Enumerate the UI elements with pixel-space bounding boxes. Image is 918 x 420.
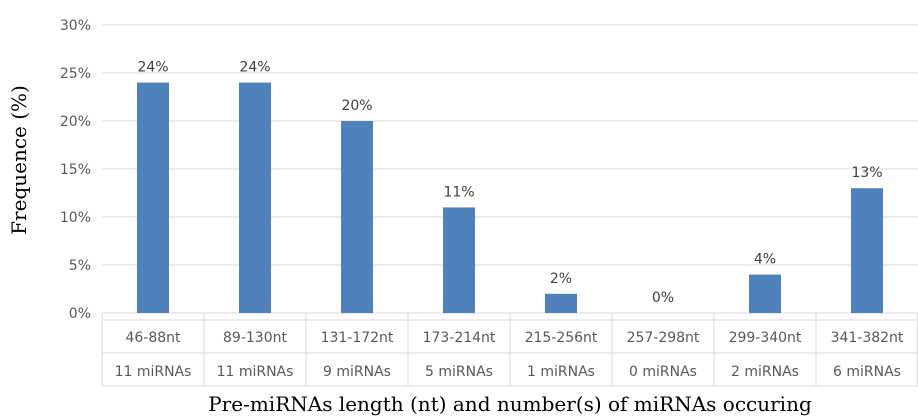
bar (545, 293, 577, 313)
data-label: 2% (550, 271, 572, 287)
bar (749, 274, 781, 313)
y-axis-title: Frequence (%) (7, 85, 31, 235)
x-subcategory-label: 0 miRNAs (629, 364, 697, 380)
y-tick-label: 10% (60, 210, 91, 226)
x-subcategory-label: 11 miRNAs (115, 364, 192, 380)
y-tick-label: 15% (60, 162, 91, 178)
gridlines (102, 24, 918, 314)
bars (137, 82, 883, 313)
data-label: 24% (239, 60, 270, 76)
data-label: 4% (754, 252, 776, 268)
data-label: 13% (851, 165, 882, 181)
bar (443, 207, 475, 313)
y-tick-label: 5% (69, 258, 91, 274)
y-tick-label: 20% (60, 114, 91, 130)
bar (851, 188, 883, 313)
bar (137, 82, 169, 313)
x-subcategory-label: 11 miRNAs (217, 364, 294, 380)
x-category-label: 215-256nt (525, 330, 598, 346)
x-category-label: 46-88nt (125, 330, 181, 346)
category-table: 46-88nt 11 miRNAs 89-130nt 11 miRNAs 131-172… (101, 313, 918, 387)
x-category-label: 173-214nt (423, 330, 496, 346)
x-category-label: 341-382nt (831, 330, 904, 346)
x-subcategory-label: 6 miRNAs (833, 364, 901, 380)
x-subcategory-label: 5 miRNAs (425, 364, 493, 380)
data-label: 0% (652, 290, 674, 306)
x-category-label: 299-340nt (729, 330, 802, 346)
x-category-label: 257-298nt (627, 330, 700, 346)
data-label: 20% (341, 98, 372, 114)
x-category-label: 89-130nt (223, 330, 287, 346)
y-tick-label: 0% (69, 306, 91, 322)
x-subcategory-label: 2 miRNAs (731, 364, 799, 380)
x-category-label: 131-172nt (321, 330, 394, 346)
y-tick-label: 30% (60, 18, 91, 34)
data-label: 24% (137, 60, 168, 76)
data-label: 11% (443, 184, 474, 200)
x-subcategory-label: 9 miRNAs (323, 364, 391, 380)
y-axis-ticks: 0% 5% 10% 15% 20% 25% 30% (60, 18, 91, 322)
bar (341, 121, 373, 313)
x-axis-title: Pre-miRNAs length (nt) and number(s) of … (208, 392, 812, 416)
data-labels: 24% 24% 20% 11% 2% 0% 4% 13% (137, 60, 882, 306)
bar (239, 82, 271, 313)
x-subcategory-label: 1 miRNAs (527, 364, 595, 380)
y-tick-label: 25% (60, 66, 91, 82)
